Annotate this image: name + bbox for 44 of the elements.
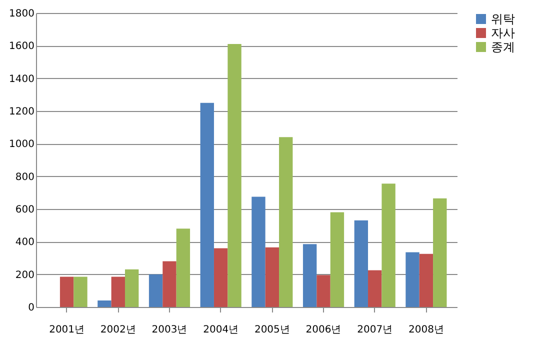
bar [279,137,293,307]
y-tick-label: 1800 [9,8,34,20]
bar [111,276,125,307]
y-tick-label: 200 [15,270,34,281]
bar [60,276,74,307]
bar [162,261,176,307]
legend-label: 종계 [491,40,515,54]
x-tick-label: 2001년 [49,324,85,336]
bar [330,212,344,307]
y-tick-label: 400 [15,237,34,248]
bar [302,244,317,307]
x-tick-label: 2008년 [408,324,444,336]
bar [354,220,368,307]
legend-label: 위탁 [491,12,515,26]
y-tick-label: 1000 [9,139,34,150]
x-tick-label: 2006년 [306,324,342,336]
bar [148,274,163,307]
bar [176,228,190,307]
y-tick-label: 1400 [9,74,34,85]
bar [316,275,330,307]
bar [265,247,280,307]
bar [98,300,112,307]
bar [228,44,242,307]
y-tick-label: 1200 [9,106,34,118]
legend-label: 자사 [491,26,515,40]
bar [406,252,420,307]
bar [433,198,447,307]
bar [74,276,88,307]
x-tick-label: 2005년 [254,324,290,336]
bar [214,248,228,307]
x-tick-label: 2002년 [100,324,136,336]
y-tick-label: 800 [15,172,34,183]
y-tick-label: 1600 [9,41,34,52]
x-tick-label: 2007년 [357,324,393,336]
bar [382,184,396,307]
bar [200,102,214,307]
x-tick-label: 2003년 [152,324,188,336]
bar [368,270,382,307]
y-tick-label: 600 [15,204,34,216]
bar [252,196,266,307]
x-tick-label: 2004년 [203,324,239,336]
bar [124,269,139,307]
y-tick-label: 0 [28,302,34,314]
bar [419,254,434,307]
